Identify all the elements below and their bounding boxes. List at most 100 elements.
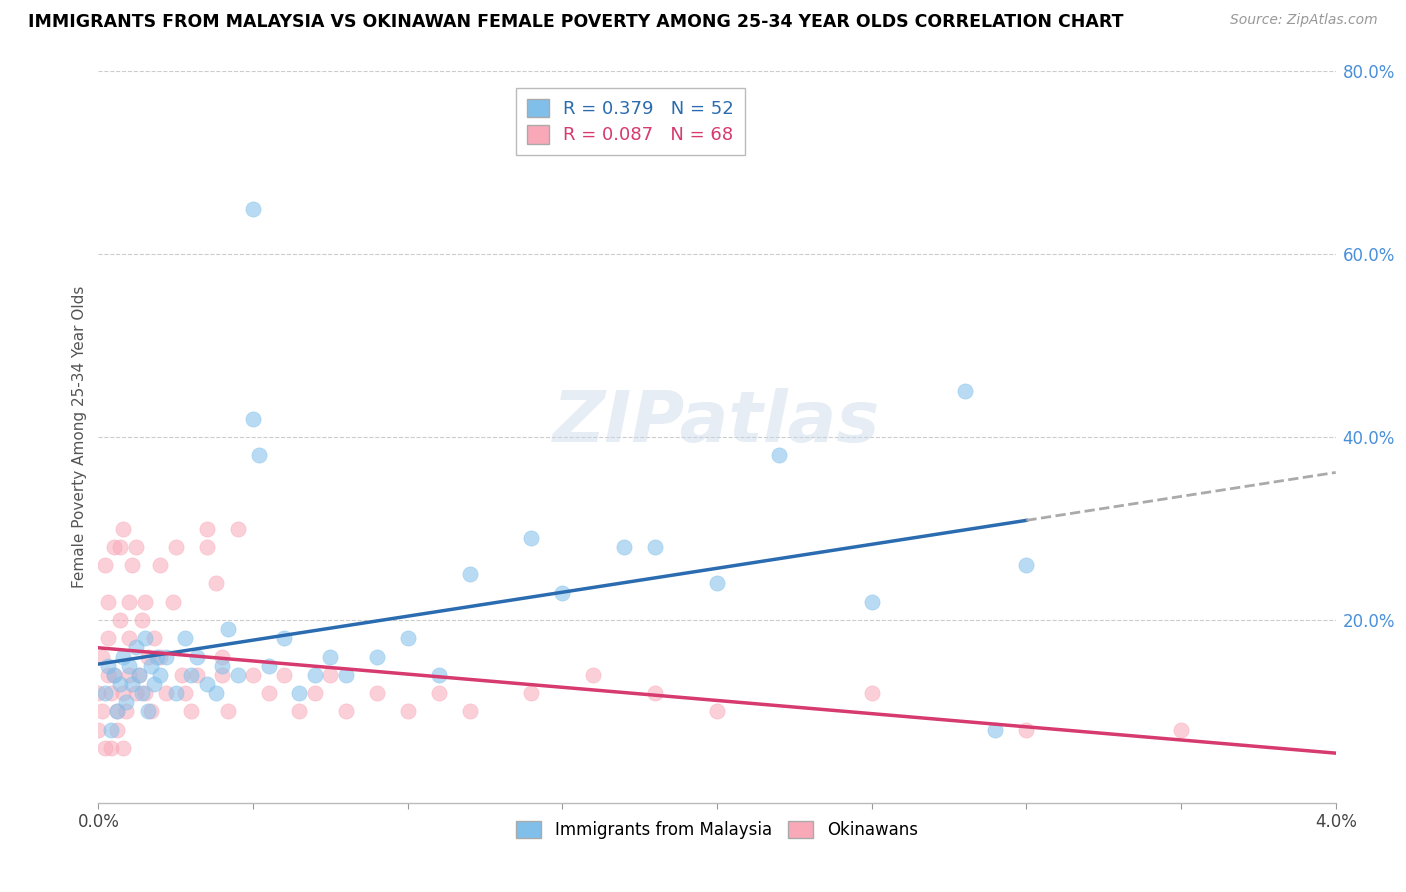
Point [131, 686, 153, 700]
Point [288, 705, 311, 719]
Point [134, 686, 156, 700]
Point [108, 540, 131, 554]
Point [124, 640, 146, 655]
Text: IMMIGRANTS FROM MALAYSIA VS OKINAWAN FEMALE POVERTY AMONG 25-34 YEAR OLDS CORREL: IMMIGRANTS FROM MALAYSIA VS OKINAWAN FEM… [28, 13, 1123, 31]
Point [108, 613, 131, 627]
Point [118, 658, 141, 673]
Point [87, 686, 110, 700]
Point [105, 705, 128, 719]
Point [257, 686, 280, 700]
Point [186, 649, 208, 664]
Point [205, 576, 228, 591]
Point [205, 686, 228, 700]
Point [319, 667, 342, 681]
Point [100, 723, 122, 737]
Point [105, 723, 128, 737]
Point [165, 540, 187, 554]
Point [165, 686, 187, 700]
Point [93, 740, 115, 755]
Point [273, 667, 295, 681]
Point [180, 705, 202, 719]
Point [195, 521, 218, 535]
Point [953, 384, 976, 399]
Point [644, 686, 666, 700]
Point [128, 667, 150, 681]
Point [146, 649, 169, 664]
Point [520, 531, 543, 545]
Point [366, 686, 388, 700]
Point [149, 558, 172, 573]
Point [211, 649, 233, 664]
Point [155, 686, 177, 700]
Point [458, 705, 481, 719]
Point [139, 705, 162, 719]
Point [90, 649, 112, 664]
Point [103, 667, 125, 681]
Point [520, 686, 543, 700]
Point [195, 677, 218, 691]
Point [128, 667, 150, 681]
Point [427, 667, 450, 681]
Point [90, 705, 112, 719]
Point [304, 667, 326, 681]
Point [458, 567, 481, 582]
Point [211, 667, 233, 681]
Point [427, 686, 450, 700]
Point [706, 705, 728, 719]
Point [174, 632, 197, 646]
Point [1015, 723, 1038, 737]
Point [124, 540, 146, 554]
Point [195, 540, 218, 554]
Y-axis label: Female Poverty Among 25-34 Year Olds: Female Poverty Among 25-34 Year Olds [72, 286, 87, 588]
Point [257, 658, 280, 673]
Point [211, 658, 233, 673]
Point [242, 667, 264, 681]
Point [582, 667, 605, 681]
Point [706, 576, 728, 591]
Point [97, 667, 120, 681]
Point [242, 202, 264, 216]
Point [226, 667, 249, 681]
Point [112, 686, 135, 700]
Point [242, 412, 264, 426]
Point [115, 695, 138, 709]
Point [149, 667, 172, 681]
Point [1170, 723, 1192, 737]
Point [162, 594, 184, 608]
Point [112, 740, 135, 755]
Point [551, 585, 574, 599]
Point [335, 705, 357, 719]
Point [115, 705, 138, 719]
Point [97, 594, 120, 608]
Text: ZIPatlas: ZIPatlas [554, 388, 880, 457]
Point [93, 558, 115, 573]
Point [366, 649, 388, 664]
Point [226, 521, 249, 535]
Point [217, 622, 239, 636]
Point [247, 448, 270, 462]
Point [170, 667, 193, 681]
Point [273, 632, 295, 646]
Point [155, 649, 177, 664]
Point [180, 667, 202, 681]
Point [118, 594, 141, 608]
Point [112, 649, 135, 664]
Point [108, 677, 131, 691]
Point [118, 632, 141, 646]
Point [217, 705, 239, 719]
Point [97, 632, 120, 646]
Point [860, 594, 883, 608]
Point [87, 723, 110, 737]
Point [112, 521, 135, 535]
Point [304, 686, 326, 700]
Point [103, 667, 125, 681]
Legend: Immigrants from Malaysia, Okinawans: Immigrants from Malaysia, Okinawans [509, 814, 925, 846]
Point [134, 594, 156, 608]
Point [97, 658, 120, 673]
Point [131, 613, 153, 627]
Point [121, 677, 143, 691]
Point [100, 740, 122, 755]
Point [319, 649, 342, 664]
Point [335, 667, 357, 681]
Point [139, 658, 162, 673]
